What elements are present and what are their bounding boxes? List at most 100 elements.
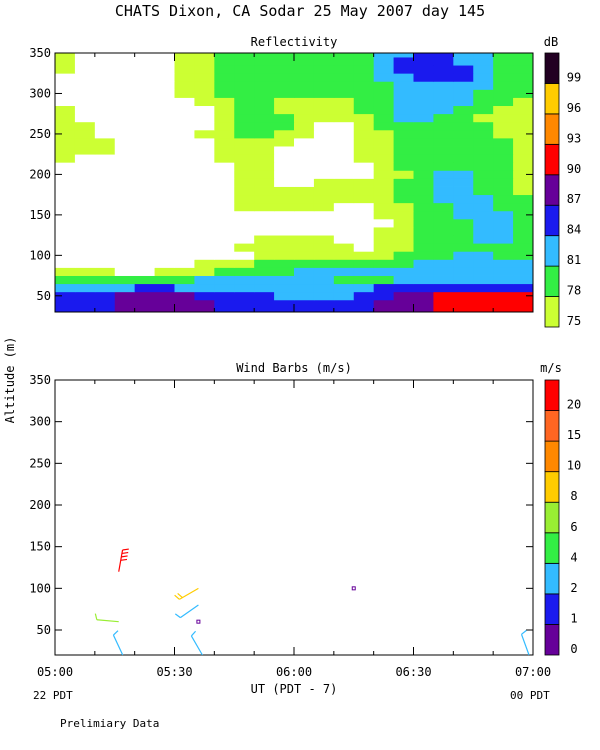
reflectivity-cell (94, 57, 116, 66)
reflectivity-cell (453, 210, 474, 220)
wind-colorbar: 0 1 2 4 6 8 10 15 20 (544, 379, 581, 656)
reflectivity-cell (74, 210, 96, 220)
reflectivity-cell (254, 178, 275, 187)
reflectivity-cell (274, 267, 295, 276)
reflectivity-cell (154, 81, 175, 90)
reflectivity-cell (134, 186, 155, 196)
reflectivity-cell (493, 162, 514, 171)
reflectivity-cell (393, 162, 414, 171)
reflectivity-cell (493, 275, 514, 285)
reflectivity-cell (214, 154, 235, 163)
reflectivity-cell (174, 162, 195, 171)
reflectivity-cell (194, 210, 215, 220)
wind-barb (174, 604, 199, 619)
reflectivity-cell (393, 218, 414, 228)
reflectivity-cell (114, 154, 136, 163)
reflectivity-cell (493, 57, 514, 66)
reflectivity-cell (473, 170, 494, 179)
reflectivity-cell (473, 146, 494, 155)
reflectivity-cell (473, 243, 494, 252)
reflectivity-cell (513, 53, 534, 58)
reflectivity-cell (353, 243, 375, 252)
reflectivity-cell (174, 65, 195, 74)
reflectivity-cell (353, 202, 375, 212)
reflectivity-cell (214, 267, 235, 276)
reflectivity-cell (493, 81, 514, 90)
wind-barb (112, 630, 124, 656)
reflectivity-cell (274, 227, 295, 236)
reflectivity-cell (234, 202, 255, 212)
reflectivity-cell (274, 57, 295, 66)
reflectivity-cell (74, 53, 96, 58)
reflectivity-cell (55, 194, 76, 204)
reflectivity-cell (134, 81, 155, 90)
reflectivity-cell (493, 235, 514, 244)
reflectivity-cell (373, 57, 394, 66)
reflectivity-cell (274, 283, 295, 293)
wind-frame (54, 379, 534, 656)
wind-barb (190, 630, 203, 656)
reflectivity-cell (234, 186, 255, 196)
reflectivity-cell (74, 121, 96, 131)
reflectivity-cell (94, 105, 116, 115)
reflectivity-cell (94, 299, 116, 313)
reflectivity-cell (274, 218, 295, 228)
reflectivity-cell (413, 129, 434, 139)
reflectivity-cell (74, 299, 96, 313)
reflectivity-cell (493, 73, 514, 82)
refl-colorbar-label: 75 (567, 314, 581, 328)
reflectivity-cell (194, 291, 215, 301)
reflectivity-cell (373, 113, 394, 123)
reflectivity-cell (413, 97, 434, 107)
reflectivity-cell (214, 81, 235, 90)
reflectivity-cell (294, 275, 315, 285)
reflectivity-cell (393, 57, 414, 66)
reflectivity-cell (313, 202, 335, 212)
reflectivity-cell (493, 65, 514, 74)
reflectivity-cell (413, 267, 434, 276)
reflectivity-cell (353, 97, 375, 107)
reflectivity-cell (194, 194, 215, 204)
reflectivity-cell (493, 202, 514, 212)
reflectivity-cell (55, 243, 76, 252)
reflectivity-cell (453, 89, 474, 98)
reflectivity-cell (134, 235, 155, 244)
reflectivity-cell (214, 65, 235, 74)
reflectivity-cell (393, 53, 414, 58)
reflectivity-cell (194, 235, 215, 244)
reflectivity-y-ticks: 50 100 150 200 250 300 350 (29, 46, 533, 303)
reflectivity-cell (313, 243, 335, 252)
reflectivity-cell (174, 194, 195, 204)
reflectivity-cell (254, 283, 275, 293)
reflectivity-cell (313, 162, 335, 171)
reflectivity-cell (453, 162, 474, 171)
reflectivity-cell (513, 194, 534, 204)
reflectivity-cell (353, 154, 375, 163)
reflectivity-cell (294, 243, 315, 252)
refl-colorbar-swatch (544, 204, 560, 237)
wind-colorbar-swatch (544, 593, 560, 625)
reflectivity-cell (254, 113, 275, 123)
reflectivity-cell (453, 57, 474, 66)
reflectivity-cell (473, 89, 494, 98)
reflectivity-cell (493, 146, 514, 155)
reflectivity-cell (94, 283, 116, 293)
reflectivity-cell (373, 170, 394, 179)
reflectivity-cell (373, 137, 394, 147)
reflectivity-cell (194, 170, 215, 179)
reflectivity-cell (114, 243, 136, 252)
reflectivity-cell (94, 162, 116, 171)
reflectivity-cell (154, 65, 175, 74)
reflectivity-cell (234, 105, 255, 115)
reflectivity-cell (493, 97, 514, 107)
wind-barb-calm (351, 586, 356, 591)
reflectivity-cell (55, 113, 76, 123)
reflectivity-cell (333, 53, 355, 58)
reflectivity-cell (194, 178, 215, 187)
reflectivity-cell (294, 53, 315, 58)
reflectivity-cell (55, 299, 76, 313)
reflectivity-cell (174, 202, 195, 212)
reflectivity-cell (493, 170, 514, 179)
wind-colorbar-swatch (544, 471, 560, 503)
reflectivity-cell (313, 251, 335, 260)
